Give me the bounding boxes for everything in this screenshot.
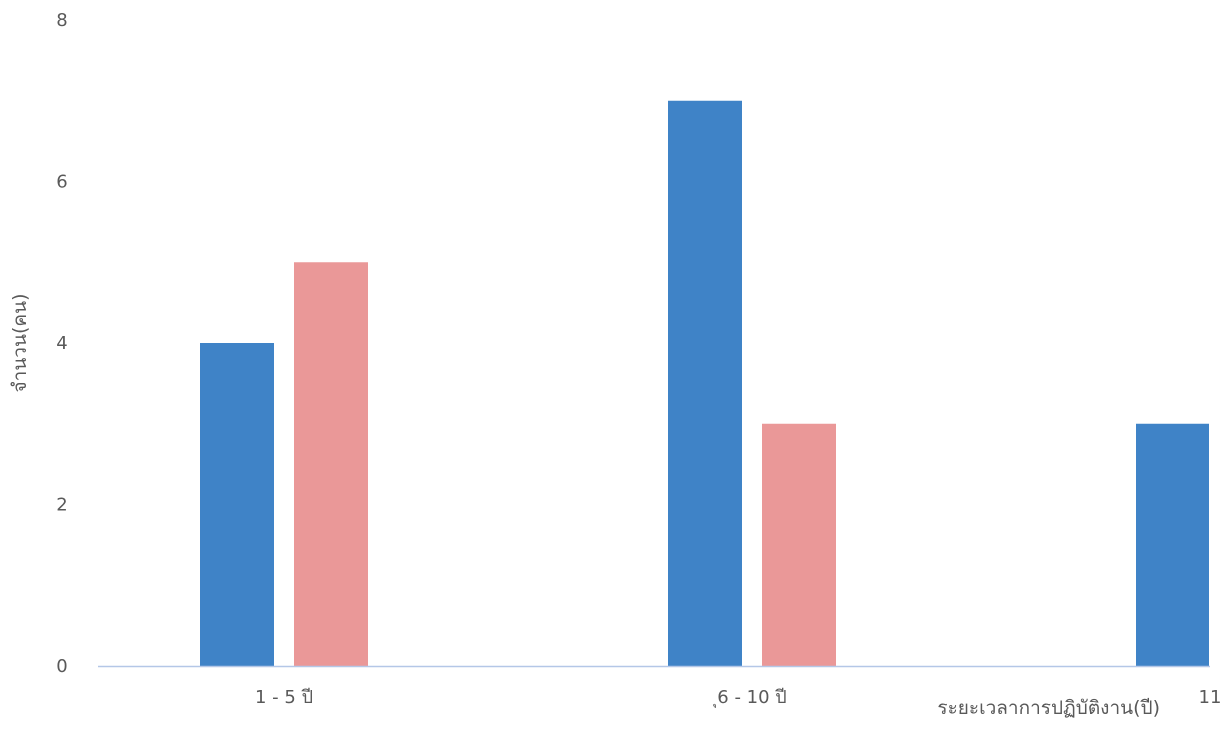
y-tick-label: 2 xyxy=(56,495,67,516)
x-tick-label: 11 xyxy=(1199,687,1222,708)
x-tick-label: ุ6 - 10 ปี xyxy=(712,687,786,708)
bar-series-1-3 xyxy=(1136,423,1209,666)
x-axis-ticks: 1 - 5 ปีุ6 - 10 ปี 11 xyxy=(255,687,1221,708)
y-tick-label: 8 xyxy=(56,10,67,31)
y-tick-label: 6 xyxy=(56,172,67,193)
bar-series-2-1 xyxy=(294,262,368,666)
y-tick-label: 4 xyxy=(56,333,67,354)
bars xyxy=(200,100,1209,666)
x-tick-label: 1 - 5 ปี xyxy=(255,687,313,708)
bar-series-1-2 xyxy=(668,100,742,666)
y-axis-ticks: 0 2 4 6 8 xyxy=(56,10,67,677)
bar-series-1-1 xyxy=(200,343,274,666)
bar-series-2-2 xyxy=(762,423,836,666)
y-tick-label: 0 xyxy=(56,656,67,677)
x-axis-title: ระยะเวลาการปฏิบัติงาน(ปี) xyxy=(937,697,1160,719)
y-axis-title: จำนวน(คน) xyxy=(9,294,31,393)
